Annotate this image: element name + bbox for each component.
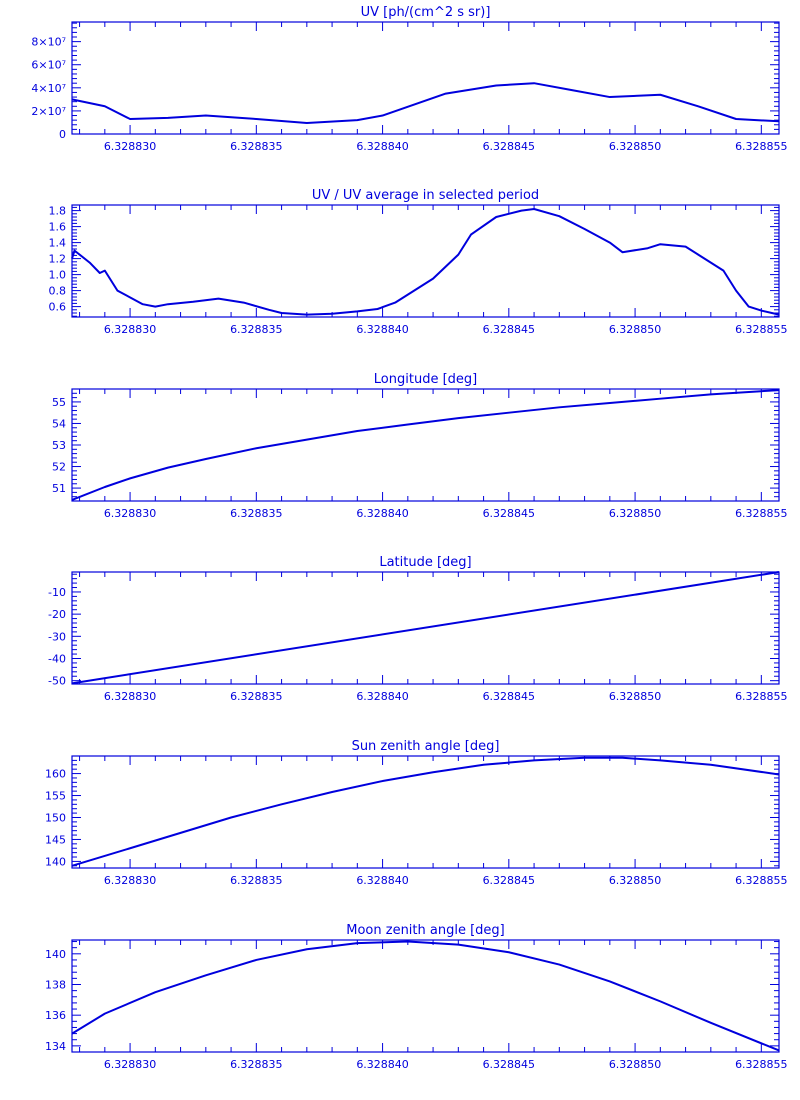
x-tick-label: 6.328850 <box>609 507 662 520</box>
x-tick-label: 6.328830 <box>104 874 157 887</box>
series-line <box>71 571 780 685</box>
x-tick-label: 6.328830 <box>104 690 157 703</box>
x-tick-label: 6.328840 <box>356 140 409 153</box>
x-tick-label: 6.328840 <box>356 1058 409 1071</box>
plot-frame <box>71 21 780 135</box>
x-tick-label: 6.328850 <box>609 323 662 336</box>
y-tick-label: 140 <box>45 855 66 868</box>
y-tick-label: 8×10⁷ <box>31 36 66 49</box>
y-tick-label: 55 <box>52 396 66 409</box>
chart-panel-4: Latitude [deg] 6.328830 6.328835 6.328840 6.… <box>48 555 788 703</box>
plot-frame <box>71 388 780 502</box>
chart-panel-2: UV / UV average in selected period 6.3288… <box>49 188 788 336</box>
x-tick-label: 6.328850 <box>609 690 662 703</box>
chart-title: UV / UV average in selected period <box>312 188 539 203</box>
y-tick-label: 1.8 <box>49 205 67 218</box>
chart-panel-1: UV [ph/(cm^2 s sr)] 6.328830 6.328835 6.328… <box>31 5 787 153</box>
x-tick-label: 6.328830 <box>104 507 157 520</box>
y-tick-label: 2×10⁷ <box>31 105 66 118</box>
x-tick-label: 6.328845 <box>483 1058 536 1071</box>
y-tick-label: 145 <box>45 833 66 846</box>
x-tick-label: 6.328840 <box>356 507 409 520</box>
x-tick-label: 6.328855 <box>735 874 788 887</box>
y-tick-label: 1.6 <box>49 221 67 234</box>
series-line <box>71 82 780 125</box>
y-tick-label: 150 <box>45 811 66 824</box>
x-tick-label: 6.328835 <box>230 140 283 153</box>
chart-panel-3: Longitude [deg] 6.328830 6.328835 6.328840 6… <box>52 372 788 520</box>
x-tick-label: 6.328830 <box>104 1058 157 1071</box>
series-line <box>71 208 780 316</box>
y-tick-label: 1.4 <box>49 237 67 250</box>
y-tick-label: 1.0 <box>49 269 67 282</box>
x-tick-label: 6.328835 <box>230 690 283 703</box>
y-tick-label: -10 <box>48 586 66 599</box>
x-tick-label: 6.328840 <box>356 690 409 703</box>
y-tick-label: 4×10⁷ <box>31 82 66 95</box>
x-tick-label: 6.328845 <box>483 874 536 887</box>
y-tick-label: 53 <box>52 439 66 452</box>
x-tick-label: 6.328845 <box>483 690 536 703</box>
chart-title: Longitude [deg] <box>374 372 477 387</box>
x-tick-label: 6.328845 <box>483 140 536 153</box>
chart-title: Sun zenith angle [deg] <box>352 739 500 754</box>
y-tick-label: 51 <box>52 482 66 495</box>
series-line <box>71 940 780 1052</box>
y-tick-label: 160 <box>45 768 66 781</box>
x-tick-label: 6.328855 <box>735 323 788 336</box>
x-tick-label: 6.328835 <box>230 507 283 520</box>
y-tick-label: -30 <box>48 630 66 643</box>
x-tick-label: 6.328840 <box>356 874 409 887</box>
plot-frame <box>71 755 780 869</box>
x-tick-label: 6.328845 <box>483 323 536 336</box>
x-tick-label: 6.328855 <box>735 690 788 703</box>
chart-title: UV [ph/(cm^2 s sr)] <box>361 5 491 20</box>
x-tick-label: 6.328855 <box>735 1058 788 1071</box>
y-tick-label: 136 <box>45 1009 66 1022</box>
x-tick-label: 6.328830 <box>104 323 157 336</box>
x-tick-label: 6.328855 <box>735 507 788 520</box>
y-tick-label: 138 <box>45 978 66 991</box>
x-tick-label: 6.328845 <box>483 507 536 520</box>
y-tick-label: -20 <box>48 608 66 621</box>
y-tick-label: 155 <box>45 790 66 803</box>
series-line <box>71 389 780 501</box>
plot-frame <box>71 571 780 685</box>
plot-frame <box>71 204 780 318</box>
x-tick-label: 6.328835 <box>230 874 283 887</box>
x-tick-label: 6.328840 <box>356 323 409 336</box>
series-line <box>71 756 780 867</box>
y-tick-label: 6×10⁷ <box>31 59 66 72</box>
y-tick-label: 1.2 <box>49 253 67 266</box>
y-tick-label: -50 <box>48 675 66 688</box>
x-tick-label: 6.328835 <box>230 323 283 336</box>
y-tick-label: -40 <box>48 652 66 665</box>
x-tick-label: 6.328855 <box>735 140 788 153</box>
y-tick-label: 0.6 <box>49 301 67 314</box>
chart-title: Moon zenith angle [deg] <box>346 923 504 938</box>
y-tick-label: 0 <box>59 128 66 141</box>
y-tick-label: 0.8 <box>49 285 67 298</box>
chart-panel-5: Sun zenith angle [deg] 6.328830 6.328835 6.… <box>45 739 788 887</box>
x-tick-label: 6.328830 <box>104 140 157 153</box>
x-tick-label: 6.328835 <box>230 1058 283 1071</box>
y-tick-label: 140 <box>45 948 66 961</box>
y-tick-label: 134 <box>45 1040 66 1053</box>
x-tick-label: 6.328850 <box>609 874 662 887</box>
y-tick-label: 52 <box>52 461 66 474</box>
plot-frame <box>71 939 780 1053</box>
x-tick-label: 6.328850 <box>609 140 662 153</box>
y-tick-label: 54 <box>52 417 66 430</box>
chart-panel-6: Moon zenith angle [deg] 6.328830 6.328835 6… <box>45 923 788 1071</box>
x-tick-label: 6.328850 <box>609 1058 662 1071</box>
chart-title: Latitude [deg] <box>379 555 471 570</box>
